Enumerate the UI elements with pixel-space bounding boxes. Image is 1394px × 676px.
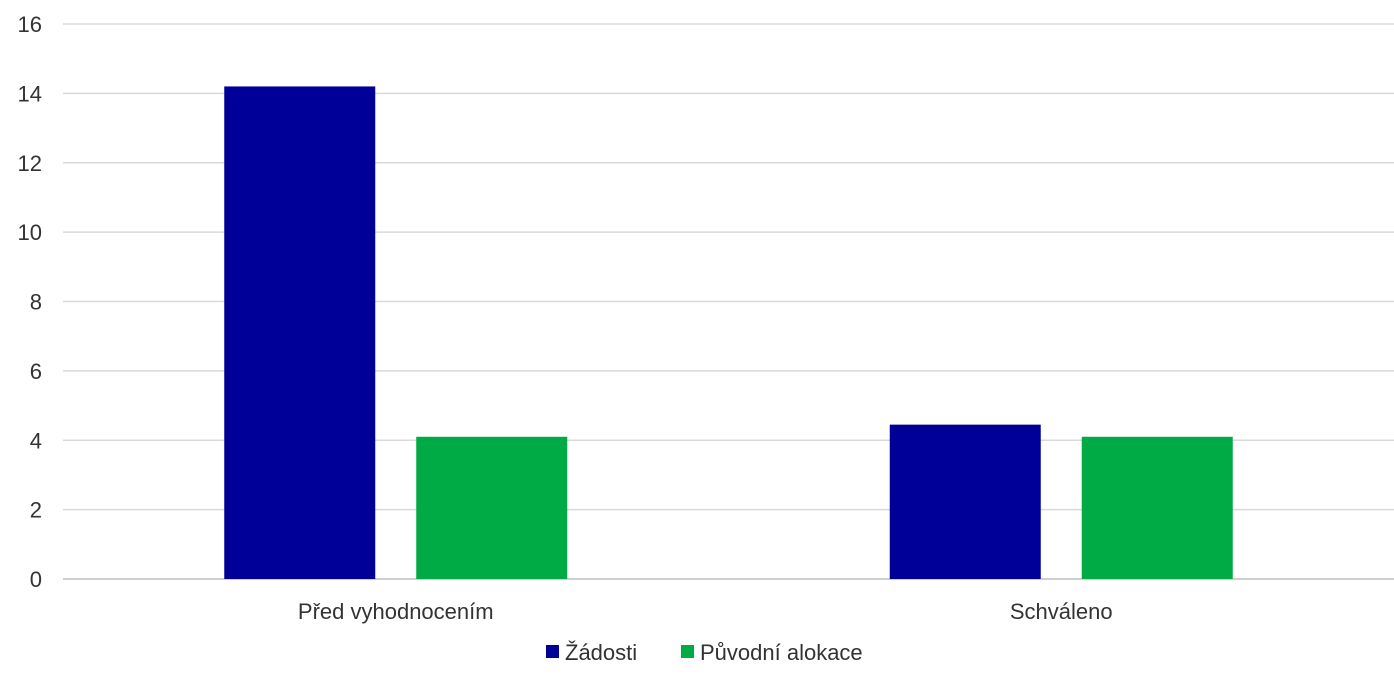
legend-swatch-zadosti — [546, 645, 559, 658]
y-tick-label: 4 — [30, 428, 42, 453]
legend-swatch-puvodni-alokace — [681, 645, 694, 658]
legend: Žádosti Původní alokace — [546, 640, 863, 665]
y-tick-label: 0 — [30, 567, 42, 592]
x-tick-label: Schváleno — [1010, 599, 1113, 624]
y-tick-label: 6 — [30, 359, 42, 384]
y-axis-ticks: 0 2 4 6 8 10 12 14 16 — [18, 12, 42, 592]
y-tick-label: 14 — [18, 81, 42, 106]
y-tick-label: 8 — [30, 290, 42, 315]
bar-puvodni-alokace-2 — [1081, 436, 1233, 579]
bar-puvodni-alokace-1 — [416, 436, 568, 579]
x-axis-ticks: Před vyhodnocením Schváleno — [298, 599, 1113, 624]
legend-label-zadosti: Žádosti — [565, 640, 637, 665]
bars — [224, 86, 1233, 579]
y-tick-label: 12 — [18, 151, 42, 176]
y-tick-label: 2 — [30, 498, 42, 523]
y-tick-label: 10 — [18, 220, 42, 245]
y-tick-label: 16 — [18, 12, 42, 37]
x-tick-label: Před vyhodnocením — [298, 599, 494, 624]
legend-label-puvodni-alokace: Původní alokace — [700, 640, 863, 665]
bar-zadosti-2 — [889, 424, 1041, 579]
bar-zadosti-1 — [224, 86, 376, 579]
